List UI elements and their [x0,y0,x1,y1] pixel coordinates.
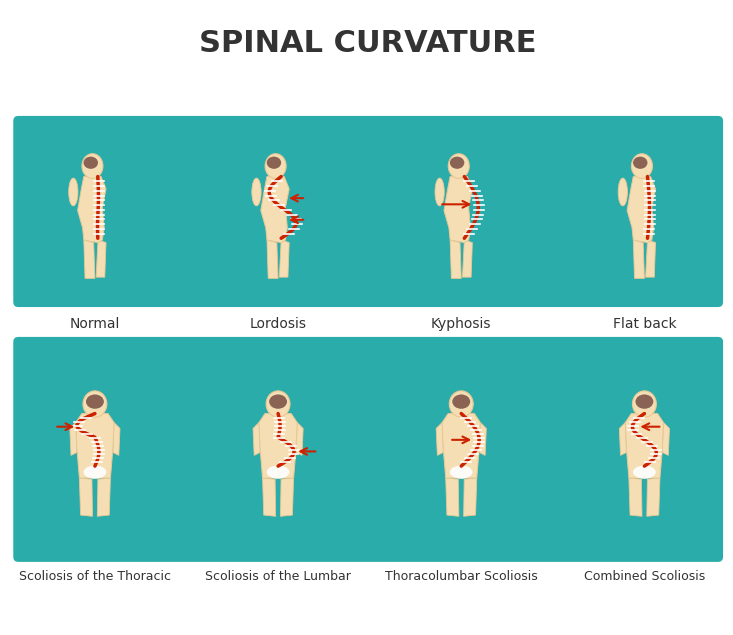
Ellipse shape [449,391,474,417]
Polygon shape [259,413,297,478]
Polygon shape [625,413,663,478]
Polygon shape [633,240,644,278]
Ellipse shape [449,154,469,178]
Ellipse shape [633,391,656,417]
Polygon shape [84,240,95,278]
Text: Lordosis: Lordosis [249,317,306,331]
Ellipse shape [267,157,281,169]
Polygon shape [279,240,290,277]
Polygon shape [96,240,106,277]
Ellipse shape [269,394,287,409]
Polygon shape [627,177,655,243]
Text: Normal: Normal [70,317,120,331]
Text: Kyphosis: Kyphosis [431,317,492,331]
Ellipse shape [86,394,104,409]
Ellipse shape [450,157,464,169]
Polygon shape [444,177,472,243]
Polygon shape [113,422,120,455]
Ellipse shape [631,154,652,178]
Ellipse shape [633,465,656,479]
Polygon shape [663,422,669,455]
Polygon shape [464,478,476,516]
Polygon shape [296,422,303,455]
Ellipse shape [452,394,470,409]
FancyBboxPatch shape [13,116,723,307]
Text: SPINAL CURVATURE: SPINAL CURVATURE [199,29,537,58]
Ellipse shape [618,178,627,206]
Polygon shape [70,422,77,455]
Ellipse shape [450,465,473,479]
Ellipse shape [266,391,290,417]
Ellipse shape [252,178,261,206]
Ellipse shape [83,391,107,417]
FancyBboxPatch shape [13,337,723,562]
Ellipse shape [636,394,653,409]
Polygon shape [281,478,294,516]
Ellipse shape [84,157,98,169]
Ellipse shape [84,465,106,479]
Ellipse shape [267,465,290,479]
Polygon shape [647,478,660,516]
Polygon shape [450,240,461,278]
Polygon shape [646,240,655,277]
Text: Flat back: Flat back [613,317,677,331]
Ellipse shape [69,178,78,206]
Text: Scoliosis of the Thoracic: Scoliosis of the Thoracic [19,570,171,583]
Polygon shape [97,478,111,516]
Polygon shape [463,240,472,277]
Polygon shape [436,422,443,455]
Polygon shape [619,422,627,455]
Polygon shape [262,478,276,516]
Text: Scoliosis of the Lumbar: Scoliosis of the Lumbar [205,570,351,583]
Ellipse shape [265,154,286,178]
Polygon shape [79,478,92,516]
Polygon shape [261,177,290,243]
Text: Thoracolumbar Scoliosis: Thoracolumbar Scoliosis [385,570,537,583]
Polygon shape [479,422,486,455]
Polygon shape [442,413,480,478]
Polygon shape [75,413,114,478]
Ellipse shape [633,157,647,169]
Polygon shape [78,177,106,243]
Polygon shape [253,422,260,455]
Ellipse shape [435,178,444,206]
Polygon shape [267,240,278,278]
Ellipse shape [82,154,103,178]
Polygon shape [629,478,642,516]
Text: Combined Scoliosis: Combined Scoliosis [583,570,705,583]
Polygon shape [446,478,459,516]
